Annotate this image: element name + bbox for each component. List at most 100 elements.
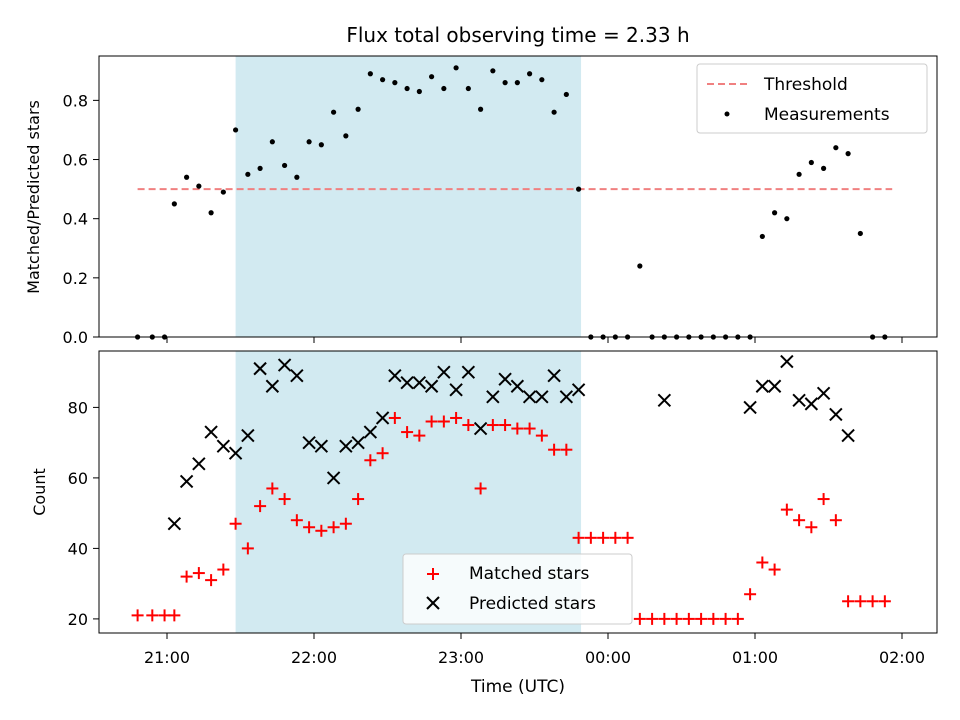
top-y-tick-label: 0.0: [63, 328, 88, 347]
top-y-tick-label: 0.6: [63, 151, 88, 170]
matched-star-point: [817, 493, 830, 506]
matched-star-point: [192, 567, 205, 580]
predicted-star-point: [767, 379, 782, 393]
predicted-star-point: [437, 365, 451, 379]
matched-star-point: [731, 612, 744, 625]
predicted-star-point: [559, 390, 574, 404]
predicted-star-point: [412, 376, 427, 390]
top-shaded-interval: [235, 56, 582, 337]
predicted-star-point: [804, 397, 819, 411]
predicted-star-point: [510, 379, 525, 393]
matched-star-point: [829, 514, 842, 527]
measurement-point: [233, 127, 239, 133]
top-y-axis: 0.0 0.2 0.4 0.6 0.8: [63, 91, 99, 347]
predicted-star-point: [277, 358, 292, 372]
predicted-star-point: [290, 368, 304, 383]
predicted-star-point: [204, 425, 218, 439]
top-y-tick-label: 0.8: [63, 91, 88, 110]
bottom-y-tick-label: 20: [68, 610, 88, 629]
matched-star-point: [352, 493, 365, 506]
bottom-plot-frame: [98, 350, 938, 634]
measurement-point: [478, 106, 484, 112]
matched-star-point: [609, 531, 622, 544]
measurement-point: [527, 71, 533, 77]
measurement-point: [380, 77, 386, 83]
predicted-star-point: [314, 439, 329, 453]
predicted-star-point: [657, 393, 672, 408]
bottom-x-axis-label: Time (UTC): [470, 677, 565, 697]
top-y-axis-label: Matched/Predicted stars: [24, 100, 43, 294]
matched-star-point: [535, 429, 548, 442]
matched-star-point: [633, 612, 646, 625]
predicted-star-point: [449, 383, 463, 397]
measurement-point: [845, 151, 851, 157]
measurement-point: [821, 165, 827, 171]
predicted-star-point: [400, 376, 414, 390]
matched-star-point: [401, 426, 414, 439]
measurement-point: [576, 186, 582, 192]
predicted-star-point: [241, 428, 255, 443]
bottom-y-tick-label: 60: [68, 469, 88, 488]
bottom-y-axis-label: Count: [30, 468, 49, 516]
measurement-point: [306, 139, 312, 145]
measurement-point: [514, 80, 520, 86]
matched-star-point: [707, 612, 720, 625]
matched-star-point: [682, 612, 695, 625]
chart-top: 0.0 0.2 0.4 0.6 0.8 Flux total observing tim…: [24, 23, 938, 347]
measurement-point: [808, 159, 814, 166]
predicted-star-point: [179, 474, 194, 489]
predicted-star-point: [192, 457, 206, 471]
matched-star-point: [205, 574, 218, 587]
bottom-x-tick-label: 02:00: [879, 648, 925, 667]
measurement-point: [637, 263, 643, 269]
matched-star-point: [793, 514, 806, 527]
measurements-legend-marker: [724, 111, 730, 117]
bottom-x-tick-label: 22:00: [291, 648, 337, 667]
measurement-point: [331, 109, 337, 115]
bottom-x-tick-label: 01:00: [732, 648, 778, 667]
top-legend: Threshold Measurements: [696, 63, 928, 134]
measurement-point: [220, 189, 226, 195]
matched-star-point: [523, 422, 536, 435]
matched-star-point: [425, 415, 438, 428]
predicted-star-point: [167, 517, 182, 531]
measurement-point: [857, 230, 863, 237]
predicted-star-point: [829, 407, 843, 422]
predicted-stars-legend-label: Predicted stars: [469, 594, 596, 614]
predicted-star-point: [547, 368, 561, 383]
matched-star-point: [315, 524, 328, 537]
matched-star-point: [376, 447, 389, 460]
matched-star-point: [511, 422, 524, 435]
matched-star-point: [364, 454, 377, 467]
matched-star-point: [744, 588, 757, 601]
measurement-point: [429, 74, 435, 80]
measurements-legend-label: Measurements: [764, 105, 890, 125]
top-y-tick-label: 0.2: [63, 269, 88, 288]
measurement-point: [759, 233, 765, 240]
matched-stars-legend-label: Matched stars: [469, 564, 589, 584]
matched-star-point: [266, 482, 279, 495]
measurement-point: [343, 133, 349, 139]
predicted-star-point: [461, 365, 476, 379]
predicted-star-point: [339, 439, 353, 453]
matched-star-point: [499, 419, 512, 432]
top-legend-box: [696, 63, 928, 134]
top-y-tick-label: 0.4: [63, 210, 88, 229]
measurement-point: [772, 210, 778, 216]
matched-star-point: [450, 411, 463, 424]
bottom-legend: Matched stars Predicted stars: [402, 553, 633, 625]
matched-star-point: [462, 419, 475, 432]
matched-star-point: [327, 521, 340, 534]
matched-star-point: [146, 609, 159, 622]
measurement-point: [796, 171, 802, 177]
matched-star-point: [168, 609, 181, 622]
predicted-star-point: [792, 393, 806, 408]
measurement-point: [196, 183, 202, 189]
matched-star-point: [548, 443, 561, 456]
measurement-point: [171, 201, 177, 207]
matched-star-point: [597, 531, 610, 544]
predicted-star-point: [743, 400, 757, 415]
measurement-point: [563, 91, 569, 98]
predicted-star-point: [326, 471, 341, 485]
measurement-point: [453, 65, 459, 71]
